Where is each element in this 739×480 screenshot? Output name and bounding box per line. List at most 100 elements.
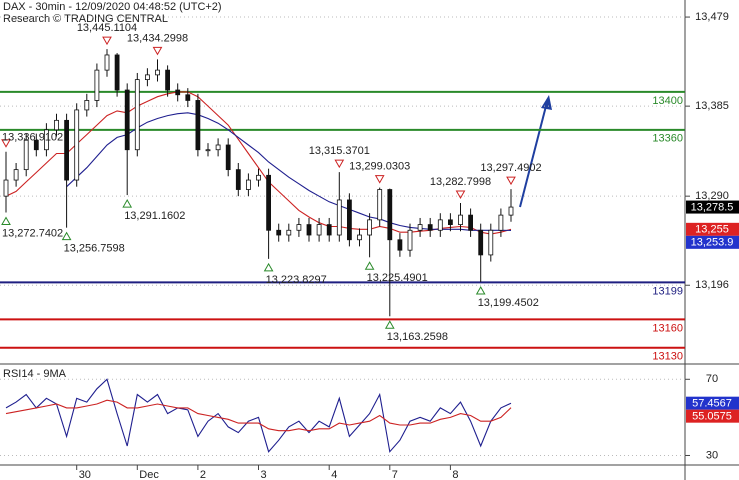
low-label: 13,223.8297 (266, 274, 327, 286)
y-tick-label: 13,196 (695, 279, 729, 291)
x-tick-label: Dec (139, 469, 159, 480)
plot-area (0, 378, 685, 456)
high-marker (374, 175, 385, 184)
x-tick-label: 8 (452, 469, 458, 480)
price-tag-label: 13,253.9 (691, 237, 734, 249)
candle-body (114, 54, 120, 91)
candle-body (367, 219, 373, 236)
high-marker (152, 46, 163, 56)
y-tick-label: 13,385 (695, 100, 729, 112)
candle-body (478, 229, 484, 256)
low-label: 13,291.1602 (124, 210, 185, 222)
candle-body (306, 224, 312, 236)
candle-body (346, 199, 352, 241)
candle-body (235, 169, 241, 190)
candle-body (74, 109, 80, 181)
high-label: 13,282.7998 (430, 176, 491, 188)
series-line (66, 112, 512, 231)
candle-body (245, 179, 251, 190)
low-label: 13,225.4901 (367, 272, 428, 284)
low-marker (364, 261, 375, 270)
candle-body (185, 94, 191, 101)
price-tag-label: 13,255 (695, 224, 729, 236)
high-label: 13,445.1104 (77, 22, 137, 34)
candle-body (165, 69, 171, 91)
price-tag-box (686, 409, 739, 423)
candle-body (215, 144, 221, 151)
level-label: 13400 (652, 95, 683, 107)
y-tick-label: 30 (706, 449, 718, 461)
low-marker (384, 320, 395, 329)
candle-body (397, 239, 403, 251)
candle-body (205, 149, 211, 152)
high-marker (1, 139, 11, 148)
candle-body (427, 224, 433, 231)
candle-body (33, 139, 39, 151)
low-label: 13,256.7598 (64, 243, 125, 255)
rsi-title: RSI14 - 9MA (3, 368, 67, 380)
low-marker (263, 262, 274, 272)
price-tag-label: 55.0575 (692, 411, 732, 423)
candle-body (407, 229, 413, 251)
high-marker (506, 176, 516, 186)
candle-body (458, 214, 463, 225)
candle-body (256, 174, 261, 181)
high-label: 13,297.4902 (480, 162, 541, 174)
price-tag-label: 13,278.5 (691, 201, 734, 213)
candle-body (316, 224, 322, 236)
candle-body (498, 214, 504, 231)
y-tick-label: 13,479 (695, 11, 729, 23)
candle-body (488, 229, 494, 256)
candle-body (387, 189, 393, 241)
candle-body (447, 219, 453, 225)
series-line (5, 378, 512, 453)
high-marker (334, 159, 345, 169)
candle-body (54, 119, 59, 131)
candle-body (437, 219, 443, 231)
candle-body (23, 139, 29, 171)
price-tag-label: 57.4567 (692, 398, 732, 410)
projection-arrow (519, 95, 552, 208)
candle-body (266, 174, 272, 231)
level-label: 13360 (652, 133, 683, 145)
x-tick-label: 3 (261, 469, 267, 480)
candle-body (276, 229, 282, 236)
high-marker (102, 36, 112, 46)
chart-subtitle: Research © TRADING CENTRAL (3, 13, 168, 25)
plot-area (0, 16, 685, 349)
level-label: 13199 (652, 285, 683, 297)
low-label: 13,163.2598 (387, 331, 448, 343)
high-label: 13,299.0303 (349, 161, 410, 173)
candle-body (13, 169, 19, 181)
low-label: 13,272.7402 (2, 227, 63, 239)
low-marker (122, 199, 133, 208)
x-tick-label: 7 (392, 469, 398, 480)
level-label: 13130 (652, 351, 683, 363)
candle-body (175, 89, 181, 96)
candle-body (468, 214, 474, 231)
y-tick-label: 70 (706, 373, 718, 385)
arrow-head (541, 95, 552, 110)
series-line (5, 91, 512, 235)
arrow-shaft (519, 105, 547, 208)
candle-body (155, 69, 160, 76)
chart-title: DAX - 30min - 12/09/2020 04:48:52 (UTC+2… (3, 1, 222, 13)
level-label: 13160 (652, 322, 683, 334)
price-tag-box (686, 396, 739, 410)
candle-body (84, 100, 90, 111)
price-tag-box (686, 222, 739, 236)
candle-body (336, 199, 342, 236)
y-tick-label: 13,290 (695, 190, 729, 202)
candle-body (377, 189, 383, 221)
candle-body (357, 234, 362, 241)
candle-body (3, 179, 9, 197)
candle-body (195, 100, 201, 151)
low-marker (61, 231, 72, 241)
x-tick-label: 4 (331, 469, 337, 480)
high-label: 13,336.9102 (2, 132, 63, 144)
candle-body (134, 79, 140, 151)
low-marker (1, 216, 11, 226)
candle-body (286, 229, 292, 236)
candle-body (417, 224, 423, 231)
